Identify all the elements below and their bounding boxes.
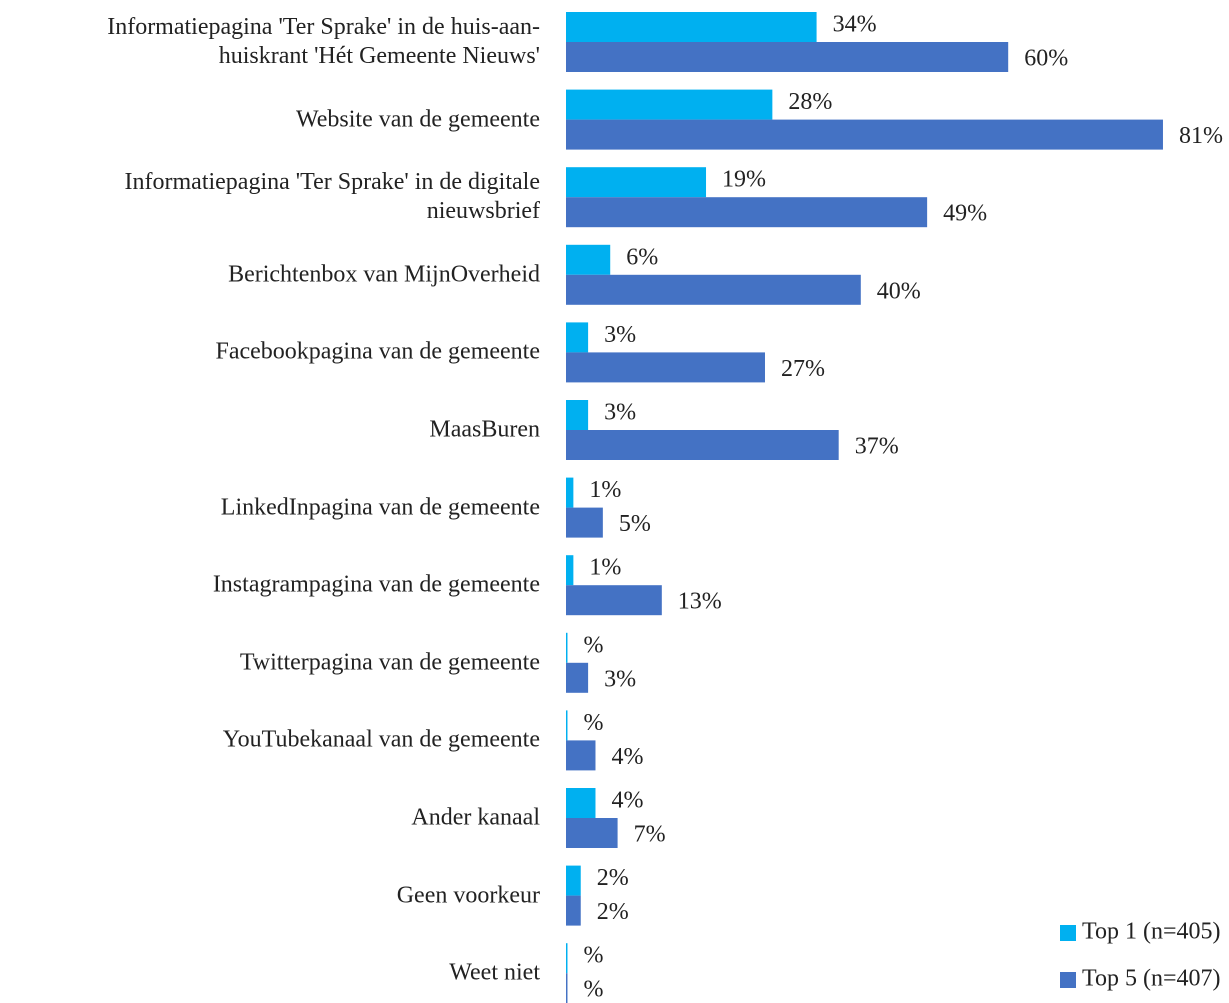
legend-label: Top 5 (n=407) (1082, 966, 1221, 992)
value-label: 19% (722, 167, 766, 193)
bar (566, 710, 568, 741)
bar (566, 632, 568, 663)
value-label: 2% (597, 865, 629, 891)
legend-swatch (1060, 972, 1076, 988)
bar (566, 197, 928, 228)
bar (566, 119, 1163, 150)
bar (566, 430, 839, 460)
value-label: 5% (619, 511, 651, 537)
bar (566, 12, 817, 42)
bar (566, 400, 589, 430)
category-label: LinkedInpagina van de gemeente (220, 494, 540, 521)
category-label: Website van de gemeente (296, 106, 540, 133)
value-label: 3% (604, 322, 636, 348)
category-label: Geen voorkeur (396, 882, 540, 909)
bar (566, 477, 574, 508)
bar (566, 555, 574, 586)
value-label: 28% (788, 89, 832, 115)
bar (566, 943, 568, 974)
value-label: 49% (943, 201, 987, 227)
value-label: 13% (678, 589, 722, 615)
bar (566, 167, 707, 198)
bar (566, 740, 596, 771)
category-label: Informatiepagina 'Ter Sprake' in de digi… (124, 169, 540, 225)
bar (566, 788, 596, 818)
value-label: % (583, 710, 603, 736)
category-label: Informatiepagina 'Ter Sprake' in de huis… (107, 14, 540, 69)
bar (566, 322, 589, 353)
bar (566, 507, 603, 538)
category-label: Ander kanaal (411, 804, 540, 831)
value-label: 3% (604, 666, 636, 692)
bar (566, 973, 568, 1003)
category-label: Berichtenbox van MijnOverheid (228, 261, 540, 288)
value-label: 1% (589, 555, 621, 581)
value-label: 6% (626, 244, 658, 270)
value-label: % (583, 943, 603, 969)
category-label: Facebookpagina van de gemeente (215, 338, 540, 365)
value-label: 60% (1024, 46, 1068, 72)
value-label: 81% (1179, 123, 1223, 149)
category-label: Instagrampagina van de gemeente (212, 571, 540, 598)
category-label: YouTubekanaal van de gemeente (222, 726, 540, 753)
value-label: 4% (611, 788, 643, 814)
value-label: % (583, 632, 603, 658)
value-label: 7% (634, 822, 666, 848)
category-label: Twitterpagina van de gemeente (239, 649, 540, 676)
bar (566, 895, 581, 926)
value-label: 37% (855, 434, 899, 460)
legend-label: Top 1 (n=405) (1082, 919, 1221, 945)
bar (566, 585, 662, 616)
value-label: 2% (597, 899, 629, 925)
category-label: MaasBuren (429, 416, 540, 443)
bar (566, 42, 1009, 72)
legend-swatch (1060, 925, 1076, 941)
value-label: 3% (604, 400, 636, 426)
bar (566, 865, 581, 896)
bar (566, 274, 861, 305)
value-label: 1% (589, 477, 621, 503)
category-label: Weet niet (449, 959, 540, 986)
bar (566, 662, 589, 693)
bar (566, 244, 611, 275)
bar (566, 818, 618, 848)
value-label: 27% (781, 356, 825, 382)
value-label: 40% (877, 278, 921, 304)
bar (566, 352, 765, 383)
value-label: 4% (611, 744, 643, 770)
value-label: % (583, 977, 603, 1003)
bar (566, 89, 773, 120)
value-label: 34% (833, 12, 877, 38)
